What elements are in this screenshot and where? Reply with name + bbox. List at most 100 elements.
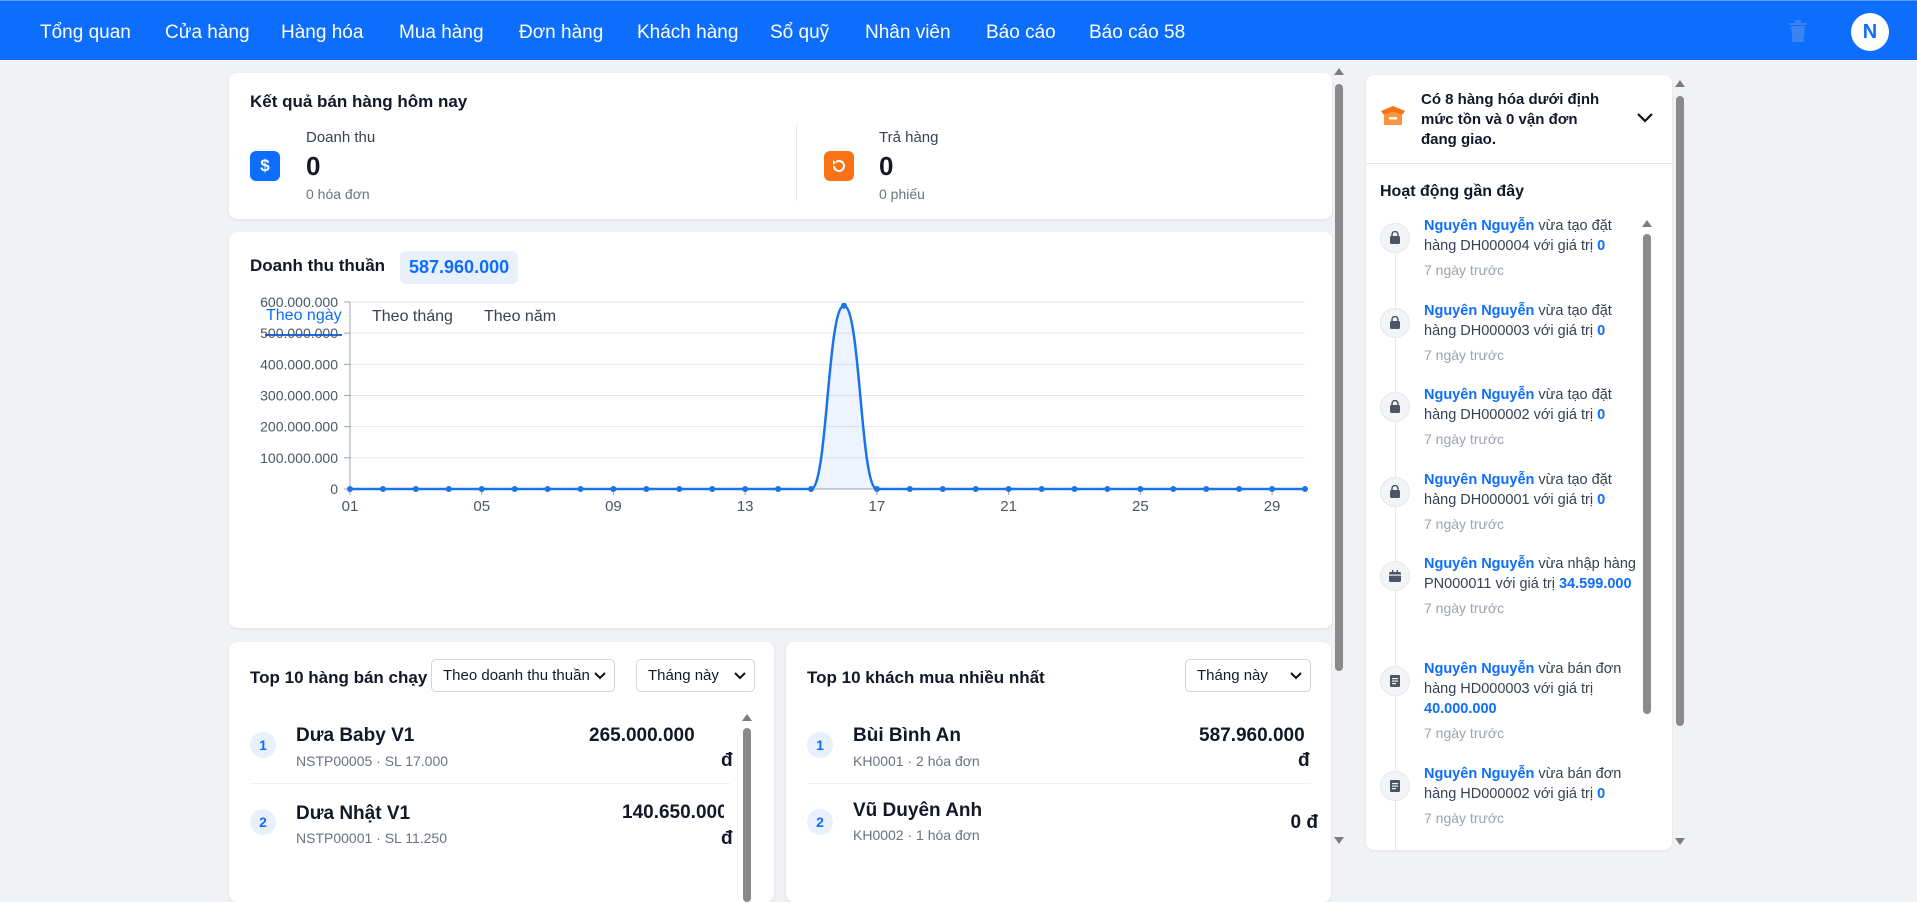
panel-scrollbar[interactable] bbox=[1673, 78, 1687, 850]
product-revenue: 140.650.000 bbox=[622, 802, 724, 823]
currency-label: đ bbox=[1298, 750, 1310, 771]
chevron-down-icon[interactable] bbox=[1636, 111, 1654, 129]
activity-scrollbar[interactable] bbox=[1640, 218, 1654, 850]
nav-item-store[interactable]: Cửa hàng bbox=[165, 22, 250, 43]
activity-user-link[interactable]: Nguyên Nguyễn bbox=[1424, 661, 1535, 677]
data-point bbox=[939, 486, 946, 492]
data-point bbox=[808, 486, 815, 492]
main-scrollbar[interactable] bbox=[1331, 65, 1347, 850]
product-period-value: Tháng này bbox=[648, 667, 719, 684]
product-name[interactable]: Dưa Nhật V1 bbox=[296, 803, 411, 824]
returns-label: Trả hàng bbox=[879, 129, 939, 146]
revenue-chart: 0 100.000.000 200.000.000 300.000.000 400.00… bbox=[260, 294, 1308, 515]
y-tick-label: 200.000.000 bbox=[260, 419, 338, 435]
nav-item-staff[interactable]: Nhân viên bbox=[865, 22, 951, 43]
nav-item-report-58[interactable]: Báo cáo 58 bbox=[1089, 22, 1186, 43]
timeline-line bbox=[1395, 240, 1396, 850]
revenue-invoice-count: 0 hóa đơn bbox=[306, 186, 370, 202]
product-revenue: 265.000.000 bbox=[589, 725, 695, 746]
data-point bbox=[742, 486, 749, 492]
data-point bbox=[709, 486, 716, 492]
recent-activity-title: Hoạt động gần đây bbox=[1380, 183, 1524, 200]
activity-item: Nguyên Nguyễn vừa tạo đặt hàng DH000001 … bbox=[1424, 470, 1636, 534]
top-customers-card: Top 10 khách mua nhiều nhất Tháng này 1 … bbox=[786, 642, 1331, 902]
activity-action: vừa tạo đặt hàng DH000004 với giá trị bbox=[1424, 218, 1612, 254]
tab-by-day[interactable]: Theo ngày bbox=[266, 307, 342, 324]
top-products-title: Top 10 hàng bán chạy bbox=[250, 668, 428, 687]
data-point bbox=[478, 486, 485, 492]
nav-item-purchasing[interactable]: Mua hàng bbox=[399, 22, 484, 43]
nav-item-customers[interactable]: Khách hàng bbox=[637, 22, 739, 43]
today-sales-card: Kết quả bán hàng hôm nay $ Doanh thu 0 0… bbox=[229, 73, 1332, 219]
customer-name[interactable]: Bùi Bình An bbox=[853, 725, 961, 746]
data-point bbox=[1269, 486, 1276, 492]
divider bbox=[1366, 163, 1672, 164]
data-point bbox=[1236, 486, 1243, 492]
activity-action: vừa bán đơn hàng HD000003 với giá trị bbox=[1424, 661, 1622, 697]
stock-alert-text: Có 8 hàng hóa dưới định mức tồn và 0 vận… bbox=[1421, 91, 1600, 148]
activity-user-link[interactable]: Nguyên Nguyễn bbox=[1424, 556, 1535, 572]
return-icon bbox=[824, 151, 854, 181]
tab-by-month[interactable]: Theo tháng bbox=[372, 308, 453, 325]
activity-user-link[interactable]: Nguyên Nguyễn bbox=[1424, 218, 1535, 234]
nav-item-products[interactable]: Hàng hóa bbox=[281, 22, 364, 43]
y-tick-label: 500.000.000 bbox=[260, 325, 338, 341]
y-tick-label: 400.000.000 bbox=[260, 356, 338, 372]
nav-item-cashbook[interactable]: Sổ quỹ bbox=[770, 22, 830, 43]
today-sales-title: Kết quả bán hàng hôm nay bbox=[250, 92, 468, 111]
activity-time: 7 ngày trước bbox=[1424, 347, 1505, 363]
activity-value: 0 bbox=[1597, 492, 1606, 508]
returns-slip-count: 0 phiếu bbox=[879, 186, 925, 202]
activity-user-link[interactable]: Nguyên Nguyễn bbox=[1424, 766, 1535, 782]
activity-time: 7 ngày trước bbox=[1424, 810, 1505, 826]
activity-user-link[interactable]: Nguyên Nguyễn bbox=[1424, 472, 1535, 488]
nav-item-overview[interactable]: Tổng quan bbox=[40, 22, 131, 43]
data-point bbox=[1038, 486, 1045, 492]
chevron-down-icon bbox=[734, 672, 746, 680]
activity-item: Nguyên Nguyễn vừa bán đơn hàng HD000003 … bbox=[1424, 659, 1636, 743]
row-divider bbox=[250, 783, 730, 784]
customer-period-select[interactable]: Tháng này bbox=[1185, 659, 1311, 692]
product-name[interactable]: Dưa Baby V1 bbox=[296, 725, 415, 746]
chevron-down-icon bbox=[1290, 672, 1302, 680]
data-point bbox=[873, 486, 880, 492]
activity-time: 7 ngày trước bbox=[1424, 431, 1505, 447]
nav-item-reports[interactable]: Báo cáo bbox=[986, 22, 1056, 43]
activity-user-link[interactable]: Nguyên Nguyễn bbox=[1424, 387, 1535, 403]
customer-name[interactable]: Vũ Duyên Anh bbox=[853, 800, 983, 821]
data-point bbox=[577, 486, 584, 492]
net-revenue-title: Doanh thu thuần bbox=[250, 256, 386, 275]
rank-badge: 2 bbox=[250, 809, 276, 835]
activity-item: Nguyên Nguyễn vừa tạo đặt hàng DH000004 … bbox=[1424, 216, 1636, 280]
shopping-bag-icon bbox=[1380, 392, 1410, 422]
data-point bbox=[1170, 486, 1177, 492]
y-tick-label: 600.000.000 bbox=[260, 294, 338, 310]
data-point bbox=[1203, 486, 1210, 492]
shopping-bag-icon bbox=[1380, 223, 1410, 253]
data-point bbox=[511, 486, 518, 492]
alert-row[interactable]: Có 8 hàng hóa dưới định mức tồn và 0 vận… bbox=[1366, 75, 1672, 163]
data-point bbox=[643, 486, 650, 492]
product-period-select[interactable]: Tháng này bbox=[636, 659, 755, 692]
x-tick-label: 09 bbox=[605, 498, 622, 515]
shopping-bag-icon bbox=[1380, 308, 1410, 338]
product-meta: NSTP00005 · SL 17.000 bbox=[296, 753, 449, 769]
data-point bbox=[775, 486, 782, 492]
product-sort-select[interactable]: Theo doanh thu thuần bbox=[431, 659, 615, 692]
trash-icon[interactable] bbox=[1787, 19, 1809, 43]
nav-item-orders[interactable]: Đơn hàng bbox=[519, 22, 604, 43]
revenue-label: Doanh thu bbox=[306, 129, 376, 146]
customer-meta: KH0001 · 2 hóa đơn bbox=[853, 753, 980, 769]
box-icon bbox=[1380, 105, 1406, 132]
products-scrollbar[interactable] bbox=[740, 712, 754, 902]
x-tick-label: 05 bbox=[473, 498, 490, 515]
avatar[interactable]: N bbox=[1851, 13, 1889, 51]
rank-badge: 1 bbox=[807, 732, 833, 758]
data-point bbox=[676, 486, 683, 492]
activity-value: 0 bbox=[1597, 786, 1606, 802]
active-tab-indicator bbox=[265, 334, 342, 336]
tab-by-year[interactable]: Theo năm bbox=[484, 308, 557, 325]
activity-user-link[interactable]: Nguyên Nguyễn bbox=[1424, 303, 1535, 319]
activity-item: Nguyên Nguyễn vừa bán đơn hàng HD000002 … bbox=[1424, 764, 1636, 828]
data-point bbox=[610, 486, 617, 492]
